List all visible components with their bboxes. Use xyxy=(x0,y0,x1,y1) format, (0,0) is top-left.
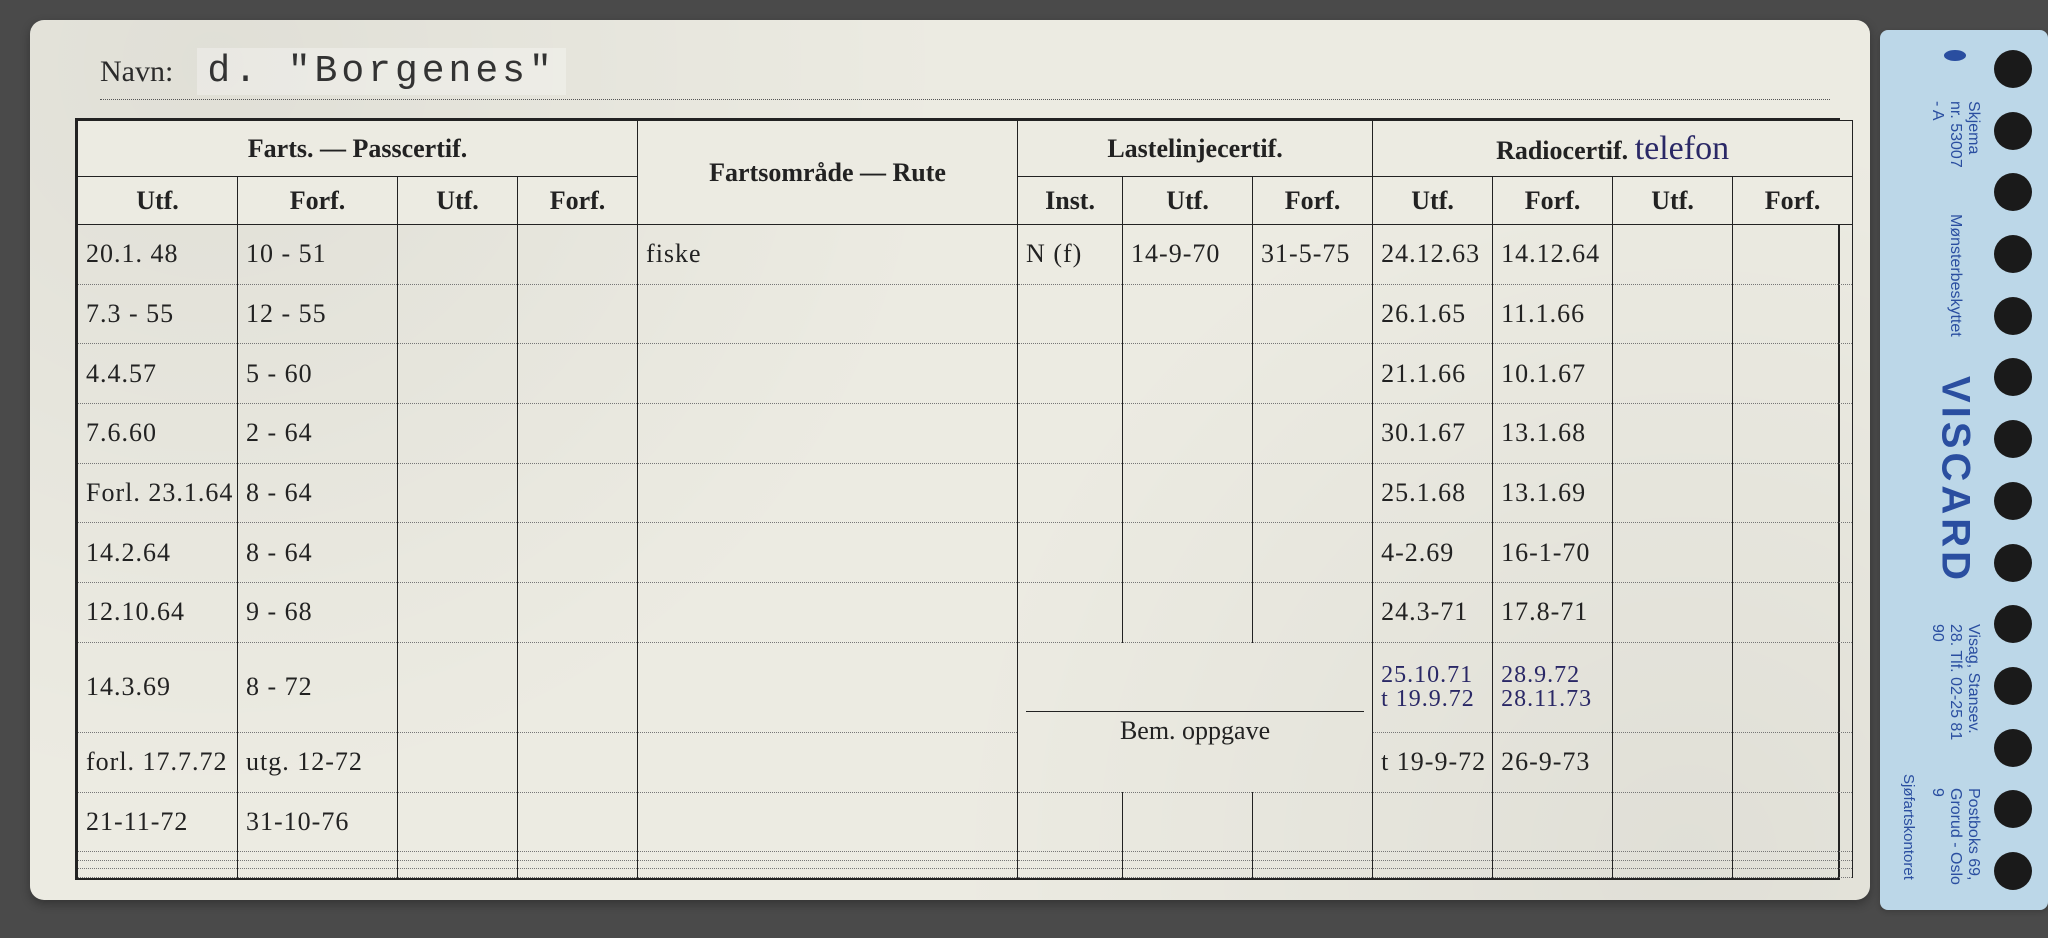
radio-utf: t 19-9-72 xyxy=(1373,733,1493,793)
hdr-radio-hand: telefon xyxy=(1635,130,1729,167)
hole-icon xyxy=(1994,358,2032,396)
radio-utf: 30.1.67 xyxy=(1373,404,1493,464)
farts-utf: 4.4.57 xyxy=(78,344,238,404)
radio-forf: 16-1-70 xyxy=(1493,523,1613,583)
bem-oppgave-cell: Bem. oppgave xyxy=(1018,642,1373,792)
rute-value: fiske xyxy=(638,225,1018,285)
farts-utf: 14.3.69 xyxy=(78,642,238,732)
radio-utf: 24.3-71 xyxy=(1373,583,1493,643)
laste-utf: 14-9-70 xyxy=(1123,225,1253,285)
radio-forf: 10.1.67 xyxy=(1493,344,1613,404)
cell-empty xyxy=(398,225,518,285)
hdr-laste: Lastelinjecertif. xyxy=(1018,121,1373,177)
farts-forf: 5 - 60 xyxy=(238,344,398,404)
farts-utf: 21-11-72 xyxy=(78,792,238,852)
tab-addr1: Visag, Stansev. 28. Tlf. 02-25 81 90 xyxy=(1928,624,1982,748)
farts-utf: 14.2.64 xyxy=(78,523,238,583)
record-card: Navn: d. "Borgenes" Farts. — Passcertif.… xyxy=(30,20,1870,900)
farts-forf: 31-10-76 xyxy=(238,792,398,852)
hole-icon xyxy=(1994,173,2032,211)
hole-icon xyxy=(1994,482,2032,520)
hole-icon xyxy=(1994,235,2032,273)
hdr-radio-utf2: Utf. xyxy=(1613,177,1733,225)
radio-forf: 26-9-73 xyxy=(1493,733,1613,793)
hdr-farts-forf: Forf. xyxy=(238,177,398,225)
punch-holes xyxy=(1994,50,2034,890)
name-row: Navn: d. "Borgenes" xyxy=(100,50,1830,100)
hdr-rute: Fartsområde — Rute xyxy=(638,121,1018,225)
tab-brand: VISCARD xyxy=(1933,376,1978,584)
cell-empty xyxy=(1613,225,1733,285)
tab-skjema: Skjema nr. 53007 - A xyxy=(1928,101,1982,174)
radio-forf: 11.1.66 xyxy=(1493,284,1613,344)
radio-forf: 14.12.64 xyxy=(1493,225,1613,285)
radio-forf-stack: 28.9.72 28.11.73 xyxy=(1493,642,1613,732)
farts-forf: 8 - 72 xyxy=(238,642,398,732)
hdr-radio-utf: Utf. xyxy=(1373,177,1493,225)
farts-forf: 12 - 55 xyxy=(238,284,398,344)
radio-utf: 4-2.69 xyxy=(1373,523,1493,583)
hdr-laste-inst: Inst. xyxy=(1018,177,1123,225)
farts-utf: 12.10.64 xyxy=(78,583,238,643)
hdr-radio-forf: Forf. xyxy=(1493,177,1613,225)
farts-utf: Forl. 23.1.64 xyxy=(78,463,238,523)
farts-utf: 20.1. 48 xyxy=(78,225,238,285)
hole-icon xyxy=(1994,790,2032,828)
hole-icon xyxy=(1994,729,2032,767)
hole-icon xyxy=(1994,112,2032,150)
hole-icon xyxy=(1994,297,2032,335)
tab-monster: Mønsterbeskyttet xyxy=(1946,214,1964,337)
hdr-farts-forf2: Forf. xyxy=(518,177,638,225)
radio-utf: 26.1.65 xyxy=(1373,284,1493,344)
radio-utf: 24.12.63 xyxy=(1373,225,1493,285)
hole-icon xyxy=(1994,544,2032,582)
farts-forf: 10 - 51 xyxy=(238,225,398,285)
radio-utf: 21.1.66 xyxy=(1373,344,1493,404)
viscard-tab: Skjema nr. 53007 - A Mønsterbeskyttet VI… xyxy=(1880,30,2048,910)
farts-forf: 9 - 68 xyxy=(238,583,398,643)
hdr-farts-utf: Utf. xyxy=(78,177,238,225)
hole-icon xyxy=(1994,50,2032,88)
hole-icon xyxy=(1994,852,2032,890)
certificate-table: Farts. — Passcertif. Fartsområde — Rute … xyxy=(75,118,1840,880)
hdr-farts: Farts. — Passcertif. xyxy=(78,121,638,177)
radio-utf: 25.1.68 xyxy=(1373,463,1493,523)
farts-forf: 8 - 64 xyxy=(238,523,398,583)
tab-dot-icon xyxy=(1944,50,1966,61)
tab-bottom: Sjøfartskontoret xyxy=(1900,774,1917,880)
hole-icon xyxy=(1994,420,2032,458)
farts-forf: 8 - 64 xyxy=(238,463,398,523)
farts-utf: forl. 17.7.72 xyxy=(78,733,238,793)
cell-empty xyxy=(1733,225,1853,285)
table-body: 20.1. 48 10 - 51 fiske N (f) 14-9-70 31-… xyxy=(78,225,1853,878)
farts-utf: 7.6.60 xyxy=(78,404,238,464)
hole-icon xyxy=(1994,667,2032,705)
hdr-radio: Radiocertif. telefon xyxy=(1373,121,1853,177)
name-value: d. "Borgenes" xyxy=(197,48,565,95)
hdr-radio-forf2: Forf. xyxy=(1733,177,1853,225)
hdr-laste-utf: Utf. xyxy=(1123,177,1253,225)
hole-icon xyxy=(1994,605,2032,643)
cell-empty xyxy=(518,225,638,285)
laste-inst: N (f) xyxy=(1018,225,1123,285)
tab-addr2: Postboks 69, Grorud - Oslo 9 xyxy=(1928,788,1982,890)
farts-utf: 7.3 - 55 xyxy=(78,284,238,344)
radio-forf: 13.1.69 xyxy=(1493,463,1613,523)
hdr-laste-forf: Forf. xyxy=(1253,177,1373,225)
farts-forf: 2 - 64 xyxy=(238,404,398,464)
radio-forf: 17.8-71 xyxy=(1493,583,1613,643)
laste-forf: 31-5-75 xyxy=(1253,225,1373,285)
radio-utf-stack: 25.10.71 t 19.9.72 xyxy=(1373,642,1493,732)
radio-forf: 13.1.68 xyxy=(1493,404,1613,464)
hdr-farts-utf2: Utf. xyxy=(398,177,518,225)
farts-forf: utg. 12-72 xyxy=(238,733,398,793)
name-label: Navn: xyxy=(100,55,173,88)
